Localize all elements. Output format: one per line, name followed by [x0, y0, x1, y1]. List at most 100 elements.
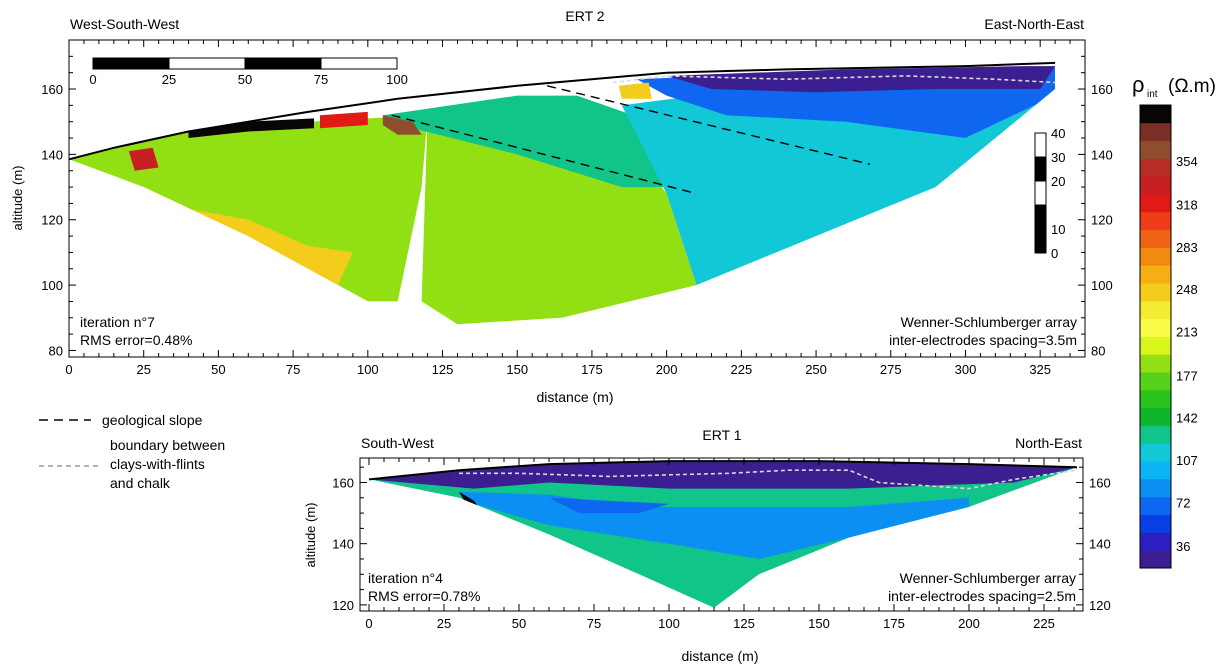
x-tick-label: 125 — [733, 616, 755, 631]
colorbar-cell — [1140, 194, 1171, 213]
colorbar-cell — [1140, 158, 1171, 177]
x-tick-label: 125 — [432, 362, 454, 377]
y-tick-label: 100 — [41, 278, 63, 293]
p1-chalk-boundary — [459, 469, 1078, 490]
colorbar-unit: (Ω.m) — [1168, 76, 1216, 97]
p2-resistivity-zone — [621, 95, 1056, 286]
p2-chalk-boundary — [612, 75, 1056, 84]
colorbar-tick-label: 354 — [1176, 154, 1198, 169]
x-tick-label: 50 — [211, 362, 225, 377]
line-legend: geological slope boundary between clays-… — [39, 412, 225, 491]
ert1-section — [369, 461, 1077, 608]
ert2-y-label: altitude (m) — [10, 165, 25, 230]
x-tick-label: 175 — [883, 616, 905, 631]
boundary-legend-line3: and chalk — [110, 475, 171, 491]
ert1-x-label: distance (m) — [681, 648, 758, 664]
y-tick-label: 160 — [41, 82, 63, 97]
colorbar-cell — [1140, 461, 1171, 480]
y-tick-label-right: 160 — [1089, 475, 1111, 490]
x-tick-label: 25 — [136, 362, 150, 377]
p2-resistivity-zone — [618, 82, 652, 99]
p2-geological-slope — [546, 85, 870, 165]
colorbar-cell — [1140, 283, 1171, 302]
y-tick-label-right: 140 — [1091, 147, 1113, 162]
horizontal-scale-bar: 0 25 50 75 100 — [89, 57, 408, 87]
ert1-iteration: iteration n°4 — [368, 570, 443, 586]
p2-resistivity-zone — [382, 95, 667, 188]
p2-resistivity-zone — [188, 118, 314, 138]
colorbar-cell — [1140, 389, 1171, 409]
colorbar-cell — [1140, 550, 1171, 569]
x-tick-label: 175 — [581, 362, 603, 377]
scale-label-25: 25 — [162, 72, 176, 87]
colorbar-tick-label: 177 — [1176, 368, 1198, 383]
p1-resistivity-zone — [369, 461, 1077, 489]
y-tick-label-right: 140 — [1089, 537, 1111, 552]
colorbar-cell — [1140, 318, 1171, 337]
p2-geological-slope — [391, 114, 697, 195]
colorbar-cell — [1140, 443, 1171, 462]
colorbar-cell — [1140, 336, 1171, 355]
ert2-lines — [68, 61, 1056, 195]
colorbar-cell — [1140, 354, 1171, 373]
colorbar-tick-label: 72 — [1176, 496, 1190, 511]
colorbar-cell — [1140, 407, 1171, 426]
ert1-array: Wenner-Schlumberger array — [900, 570, 1076, 586]
colorbar-cell — [1140, 265, 1171, 284]
colorbar-cell — [1140, 532, 1171, 551]
scale-label-100: 100 — [386, 72, 408, 87]
vscale-label-30: 30 — [1051, 150, 1065, 165]
ert2-title: ERT 2 — [565, 8, 604, 24]
x-tick-label: 75 — [587, 616, 601, 631]
ert1-frame — [359, 457, 1084, 612]
scale-label-50: 50 — [238, 72, 252, 87]
slope-legend-label: geological slope — [102, 412, 203, 428]
colorbar-tick-label: 107 — [1176, 453, 1198, 468]
x-tick-label: 225 — [731, 362, 753, 377]
x-tick-label: 200 — [958, 616, 980, 631]
x-tick-label: 100 — [357, 362, 379, 377]
x-tick-label: 0 — [65, 362, 72, 377]
vscale-label-40: 40 — [1051, 126, 1065, 141]
vscale-label-0: 0 — [1051, 246, 1058, 261]
p2-surface-line — [68, 61, 1056, 161]
colorbar-tick-label: 318 — [1176, 197, 1198, 212]
ert1-x-axis: 0 25 50 75 100 125 150 175 200 225 — [365, 458, 1075, 631]
scale-label-0: 0 — [89, 72, 96, 87]
ert2-right-direction: East-North-East — [984, 16, 1084, 32]
vscale-label-20: 20 — [1051, 174, 1065, 189]
colorbar-cell — [1140, 514, 1171, 533]
colorbar-cell — [1140, 211, 1171, 231]
y-tick-label-right: 120 — [1089, 598, 1111, 613]
colorbar-frame — [1139, 104, 1172, 569]
y-tick-label: 120 — [41, 213, 63, 228]
ert2-panel: ERT 2 West-South-West East-North-East 0 2… — [10, 8, 1113, 405]
y-tick-label-right: 100 — [1091, 278, 1113, 293]
ert2-x-label: distance (m) — [536, 389, 613, 405]
colorbar-tick-label: 213 — [1176, 325, 1198, 340]
x-tick-label: 100 — [658, 616, 680, 631]
p2-resistivity-zone — [128, 147, 159, 171]
p2-resistivity-zone — [666, 66, 1056, 93]
ert2-array: Wenner-Schlumberger array — [901, 314, 1077, 330]
y-tick-label: 140 — [41, 147, 63, 162]
x-tick-label: 25 — [437, 616, 451, 631]
x-tick-label: 0 — [365, 616, 372, 631]
colorbar-cell — [1140, 300, 1171, 320]
y-tick-label-right: 160 — [1091, 82, 1113, 97]
x-tick-label: 50 — [512, 616, 526, 631]
ert1-spacing: inter-electrodes spacing=2.5m — [888, 588, 1076, 604]
colorbar-tick-label: 248 — [1176, 282, 1198, 297]
ert1-right-direction: North-East — [1015, 435, 1082, 451]
ert1-title: ERT 1 — [702, 427, 741, 443]
p2-resistivity-zone — [69, 115, 428, 302]
ert2-rms: RMS error=0.48% — [80, 332, 192, 348]
colorbar-cell — [1140, 425, 1171, 444]
x-tick-label: 75 — [286, 362, 300, 377]
vertical-scale-bar: 40 30 20 10 0 — [1034, 126, 1065, 261]
ert2-spacing: inter-electrodes spacing=3.5m — [889, 332, 1077, 348]
ert1-rms: RMS error=0.78% — [368, 588, 480, 604]
ert1-panel: ERT 1 South-West North-East 0 25 50 75 100 12… — [303, 427, 1111, 664]
